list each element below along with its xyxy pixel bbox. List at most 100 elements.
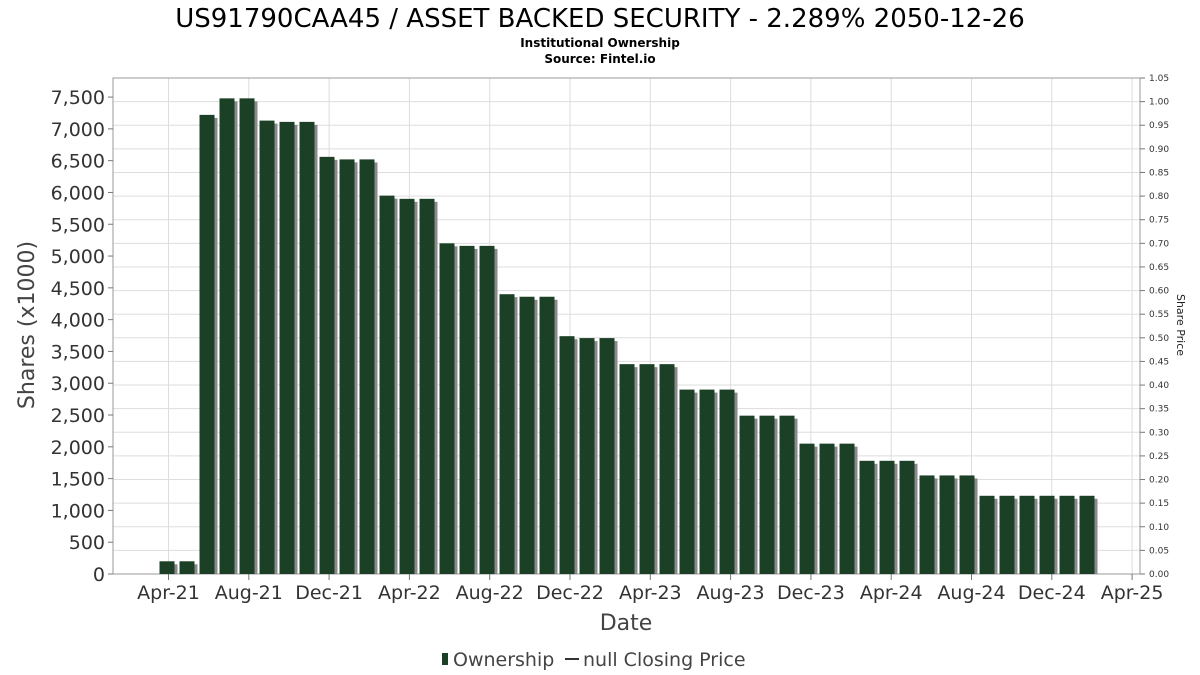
y2-tick-label: 0.80 (1149, 192, 1169, 202)
legend-price-label: null Closing Price (583, 649, 746, 671)
x-tick-label: Dec-22 (536, 582, 604, 604)
x-axis: Apr-21 Aug-21 Dec-21 Apr-22 Aug-22 Dec-22 Apr-… (137, 574, 1163, 604)
y-tick-label: 6,000 (51, 182, 105, 204)
x-tick-label: Aug-22 (456, 582, 524, 604)
y2-tick-label: 1.05 (1149, 74, 1169, 84)
x-axis-title: Date (600, 611, 653, 636)
x-tick-label: Dec-21 (295, 582, 363, 604)
bar-ownership (499, 294, 515, 574)
x-tick-label: Aug-21 (215, 582, 283, 604)
y2-tick-label: 0.50 (1149, 334, 1169, 344)
y2-tick-label: 0.65 (1149, 263, 1169, 273)
y-tick-label: 2,500 (51, 405, 105, 427)
y2-tick-label: 0.75 (1149, 216, 1169, 226)
y2-axis-title: Share Price (1174, 294, 1187, 356)
bar-ownership (279, 121, 295, 574)
x-tick-label: Aug-23 (697, 582, 765, 604)
bars-layer (159, 98, 1098, 575)
x-tick-label: Apr-25 (1101, 582, 1164, 604)
bar-ownership (839, 443, 855, 574)
y2-tick-label: 0.05 (1149, 546, 1169, 556)
legend-ownership-swatch (442, 653, 448, 665)
bar-ownership (639, 364, 655, 574)
y2-tick-label: 0.20 (1149, 476, 1169, 486)
bar-ownership (1059, 495, 1075, 574)
bar-ownership (979, 495, 995, 574)
x-tick-label: Apr-24 (860, 582, 923, 604)
chart-subtitle-line-1: Institutional Ownership (520, 36, 680, 50)
y2-tick-label: 0.55 (1149, 310, 1169, 320)
bar-ownership (919, 475, 935, 574)
bar-ownership (1019, 495, 1035, 574)
y-tick-label: 7,500 (51, 87, 105, 109)
bar-ownership (959, 475, 975, 574)
bar-ownership (199, 114, 215, 574)
x-tick-label: Dec-23 (777, 582, 845, 604)
bar-ownership (399, 198, 415, 575)
y2-tick-label: 0.60 (1149, 287, 1169, 297)
x-tick-label: Aug-24 (937, 582, 1005, 604)
y2-tick-label: 1.00 (1149, 98, 1169, 108)
y2-tick-label: 0.95 (1149, 121, 1169, 131)
bar-ownership (259, 120, 275, 574)
y2-tick-label: 0.45 (1149, 357, 1169, 367)
chart-subtitle-line-2: Source: Fintel.io (544, 52, 655, 66)
bar-ownership (859, 460, 875, 574)
y2-tick-label: 0.85 (1149, 168, 1169, 178)
y-tick-label: 1,500 (51, 469, 105, 491)
x-tick-label: Apr-21 (137, 582, 200, 604)
bar-ownership (759, 415, 775, 574)
y2-tick-label: 0.35 (1149, 405, 1169, 415)
bar-ownership (379, 195, 395, 574)
bar-ownership (579, 338, 595, 574)
bar-ownership (719, 389, 735, 574)
bar-ownership (539, 296, 555, 574)
y-tick-label: 2,000 (51, 437, 105, 459)
bar-ownership (319, 156, 335, 574)
bar-ownership (519, 296, 535, 574)
bar-ownership (359, 159, 375, 574)
x-tick-label: Apr-23 (619, 582, 682, 604)
bar-ownership (559, 336, 575, 574)
y2-tick-label: 0.30 (1149, 428, 1169, 438)
bar-ownership (339, 159, 355, 574)
y2-tick-label: 0.40 (1149, 381, 1169, 391)
y2-tick-label: 0.15 (1149, 499, 1169, 509)
bar-ownership (599, 338, 615, 574)
chart-title: US91790CAA45 / ASSET BACKED SECURITY - 2… (175, 4, 1025, 34)
bar-ownership (899, 460, 915, 574)
y-tick-label: 3,000 (51, 373, 105, 395)
x-tick-label: Apr-22 (378, 582, 441, 604)
bar-ownership (799, 443, 815, 574)
y-tick-label: 4,000 (51, 310, 105, 332)
bar-ownership (159, 561, 175, 574)
y2-tick-label: 0.00 (1149, 570, 1169, 580)
bar-ownership (819, 443, 835, 574)
y-tick-label: 6,500 (51, 151, 105, 173)
bar-ownership (619, 364, 635, 574)
bar-ownership (879, 460, 895, 574)
y2-tick-label: 0.90 (1149, 145, 1169, 155)
legend-ownership-label: Ownership (453, 649, 554, 671)
y-axis-title: Shares (x1000) (15, 241, 40, 409)
bar-ownership (739, 415, 755, 574)
y2-tick-label: 0.10 (1149, 523, 1169, 533)
bar-ownership (659, 364, 675, 574)
bar-ownership (179, 561, 195, 574)
y-tick-label: 5,000 (51, 246, 105, 268)
y-axis-left: 0 500 1,000 1,500 2,000 2,500 3,000 3,500 4,000 4… (51, 87, 113, 586)
bar-ownership (779, 415, 795, 574)
bar-ownership (299, 121, 315, 574)
y-tick-label: 1,000 (51, 500, 105, 522)
bar-ownership (939, 475, 955, 574)
bar-ownership (699, 389, 715, 574)
bar-ownership (439, 243, 455, 575)
y-tick-label: 500 (69, 532, 105, 554)
legend: Ownership null Closing Price (442, 649, 746, 671)
bar-ownership (679, 389, 695, 574)
bar-ownership (219, 98, 235, 574)
bar-ownership (459, 245, 475, 574)
x-tick-label: Dec-24 (1018, 582, 1086, 604)
y-tick-label: 4,500 (51, 278, 105, 300)
